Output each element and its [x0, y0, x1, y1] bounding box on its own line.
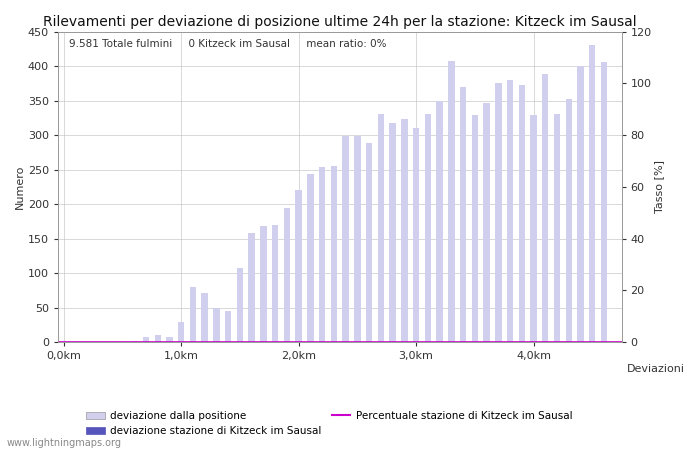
Y-axis label: Numero: Numero [15, 165, 25, 209]
Bar [167, 337, 173, 342]
Bar [519, 86, 525, 342]
Bar [601, 62, 607, 342]
Bar [401, 119, 407, 342]
Bar [295, 190, 302, 342]
Bar [330, 166, 337, 342]
Y-axis label: Tasso [%]: Tasso [%] [654, 160, 664, 213]
Bar [542, 74, 549, 342]
Bar [178, 322, 185, 342]
Bar [155, 335, 161, 342]
Bar [425, 114, 431, 342]
Bar [237, 268, 243, 342]
Bar [214, 308, 220, 342]
Bar [483, 104, 490, 342]
Bar [460, 87, 466, 342]
Bar [377, 114, 384, 342]
Bar [143, 338, 149, 342]
Bar [202, 292, 208, 342]
Bar [436, 101, 443, 342]
Bar [225, 311, 232, 342]
Bar [578, 66, 584, 342]
Bar [554, 114, 560, 342]
Bar [531, 115, 537, 342]
Bar [131, 341, 137, 342]
Bar [589, 45, 596, 342]
Legend: deviazione dalla positione, deviazione stazione di Kitzeck im Sausal, Percentual: deviazione dalla positione, deviazione s… [82, 407, 576, 440]
Title: Rilevamenti per deviazione di posizione ultime 24h per la stazione: Kitzeck im S: Rilevamenti per deviazione di posizione … [43, 15, 636, 29]
Bar [260, 226, 267, 342]
Bar [507, 80, 513, 342]
Text: www.lightningmaps.org: www.lightningmaps.org [7, 438, 122, 448]
Bar [495, 83, 501, 342]
Bar [248, 233, 255, 342]
Bar [366, 144, 372, 342]
Bar [307, 175, 314, 342]
Text: 9.581 Totale fulmini     0 Kitzeck im Sausal     mean ratio: 0%: 9.581 Totale fulmini 0 Kitzeck im Sausal… [69, 39, 386, 50]
Bar [413, 128, 419, 342]
Bar [319, 167, 326, 342]
Text: Deviazioni: Deviazioni [627, 364, 685, 374]
Bar [389, 123, 396, 342]
Bar [190, 287, 196, 342]
Bar [342, 136, 349, 342]
Bar [354, 136, 360, 342]
Bar [566, 99, 572, 342]
Bar [284, 208, 290, 342]
Bar [472, 115, 478, 342]
Bar [448, 61, 454, 342]
Bar [272, 225, 279, 342]
